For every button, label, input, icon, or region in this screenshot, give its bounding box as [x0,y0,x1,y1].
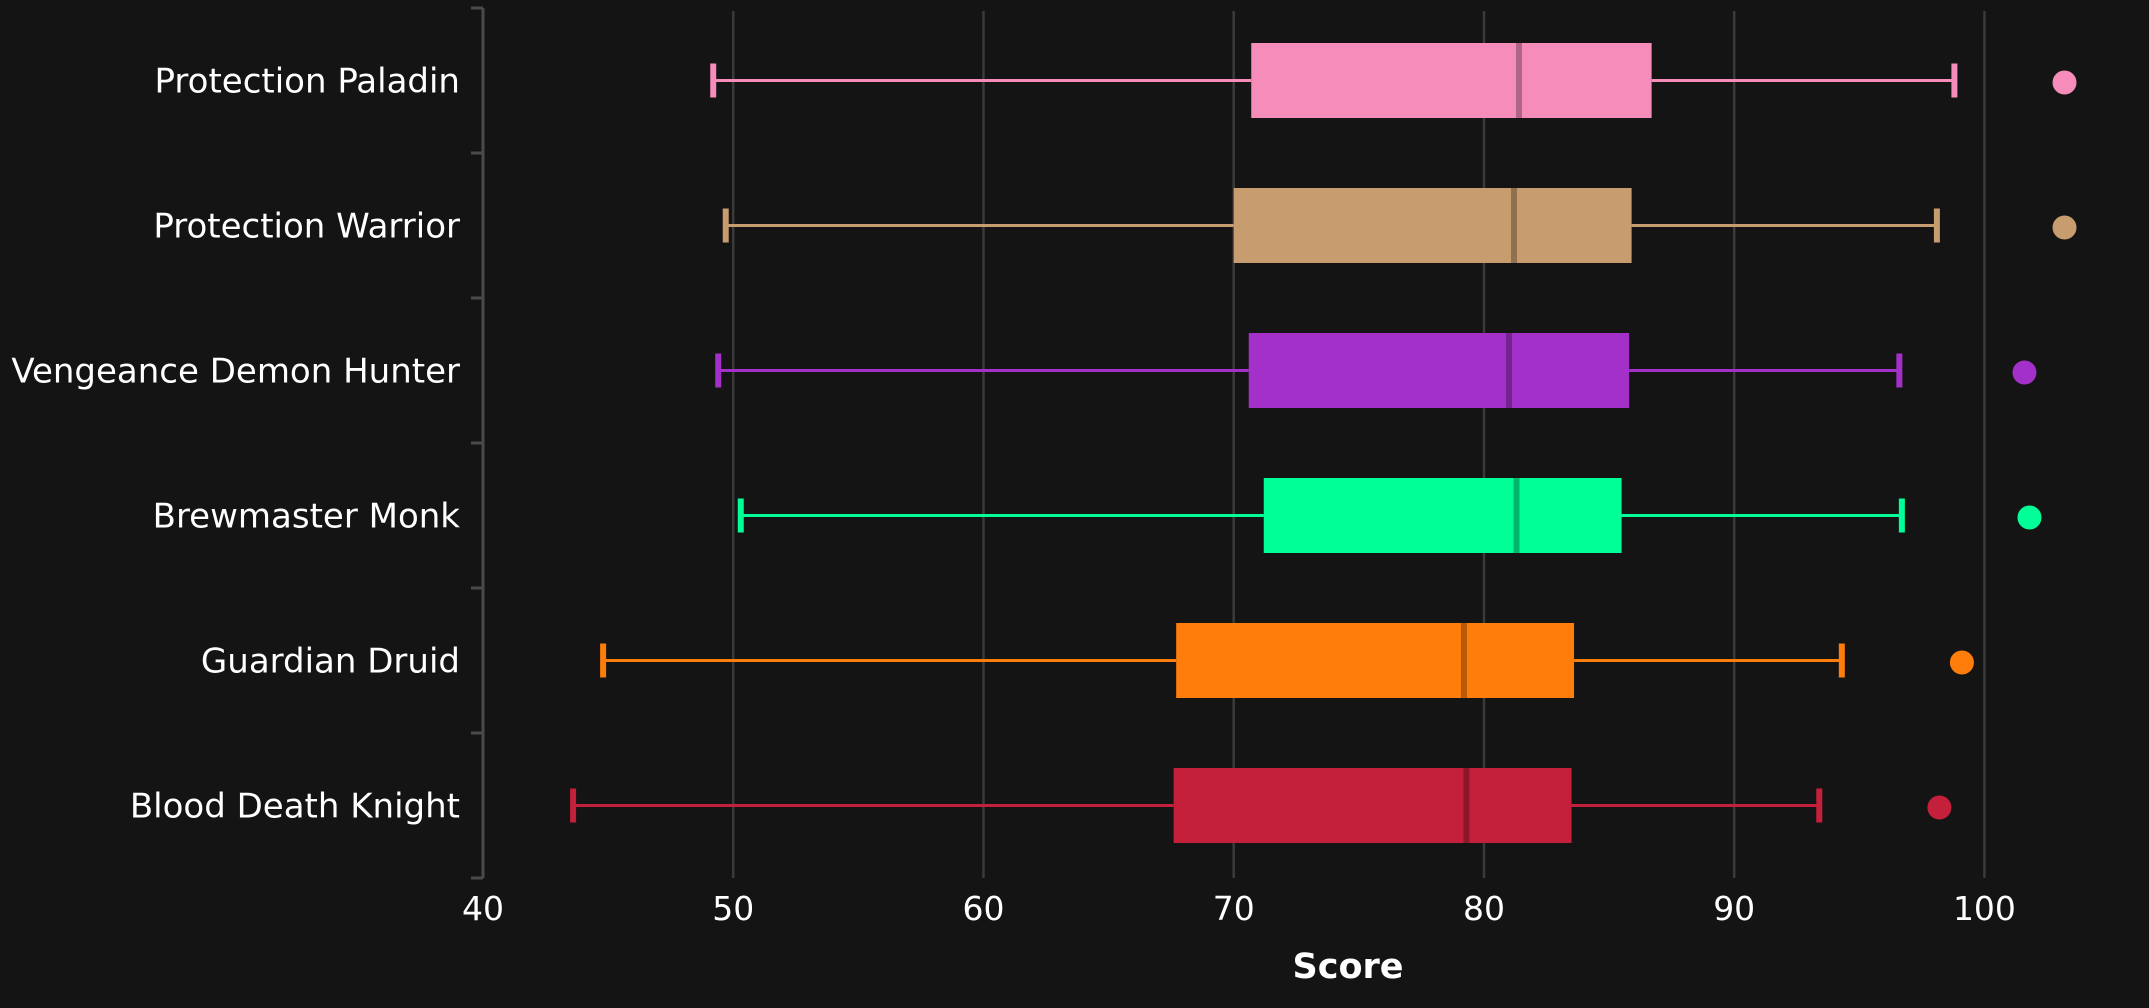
box-group: Protection Paladin [155,43,2077,118]
box-group: Brewmaster Monk [153,478,2042,553]
x-tick-label: 90 [1713,889,1755,928]
iqr-box [1233,188,1632,263]
grid-lines [731,11,1986,878]
outlier-point [2017,505,2042,530]
category-label: Guardian Druid [201,642,460,682]
box-group: Protection Warrior [153,188,2077,263]
category-label: Vengeance Demon Hunter [11,352,460,392]
outlier-point [2052,70,2077,95]
box-group: Guardian Druid [201,623,1974,698]
box-group: Blood Death Knight [130,768,1952,843]
x-tick-label: 70 [1213,889,1255,928]
iqr-box [1251,43,1652,118]
x-tick-label: 100 [1953,889,2016,928]
category-label: Protection Paladin [155,62,461,102]
category-label: Protection Warrior [153,207,460,247]
iqr-box [1173,768,1572,843]
iqr-box [1263,478,1622,553]
x-tick-label: 60 [962,889,1004,928]
x-axis: 40 50 60 70 80 90 100 [462,889,2016,928]
category-label: Brewmaster Monk [153,497,461,537]
x-tick-label: 80 [1463,889,1505,928]
boxes: Protection Paladin Protection Warrior Veng… [11,43,2077,843]
outlier-point [2052,215,2077,240]
iqr-box [1176,623,1575,698]
outlier-point [1949,650,1974,675]
iqr-box [1248,333,1630,408]
outlier-point [1927,795,1952,820]
box-group: Vengeance Demon Hunter [11,333,2037,408]
y-axis [471,6,485,880]
outlier-point [2012,360,2037,385]
x-axis-title: Score [1293,947,1404,987]
category-label: Blood Death Knight [130,787,460,827]
x-tick-label: 40 [462,889,504,928]
x-tick-label: 50 [712,889,754,928]
